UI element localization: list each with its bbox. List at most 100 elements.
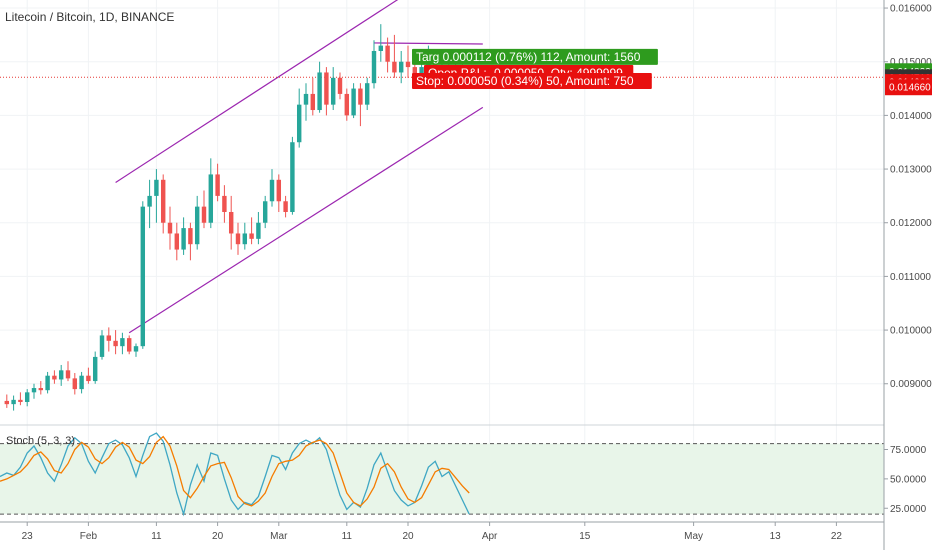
candle-26 bbox=[181, 217, 186, 255]
candle-body-35 bbox=[242, 233, 248, 245]
order-labels: Targ 0.000112 (0.76%) 112, Amount: 1560O… bbox=[412, 48, 658, 90]
y-tick-label-4: 0.013000 bbox=[890, 165, 932, 176]
candle-body-26 bbox=[181, 228, 186, 250]
stoch-tick-label-0: 25.0000 bbox=[890, 504, 927, 515]
candle-body-42 bbox=[290, 142, 295, 212]
stoch-tick-label-2: 75.0000 bbox=[890, 445, 927, 456]
candle-36 bbox=[249, 217, 254, 245]
x-tick-label-1: Feb bbox=[80, 531, 98, 542]
y-tick-label-2: 0.011000 bbox=[890, 272, 931, 283]
candle-body-57 bbox=[392, 61, 397, 73]
candle-body-51 bbox=[351, 88, 356, 116]
candle-body-54 bbox=[371, 50, 377, 84]
candle-54 bbox=[371, 40, 377, 89]
candle-body-60 bbox=[412, 67, 418, 78]
candle-body-40 bbox=[276, 179, 282, 202]
chart-title: Litecoin / Bitcoin, 1D, BINANCE bbox=[5, 10, 174, 24]
candle-body-18 bbox=[126, 338, 132, 352]
candle-50 bbox=[344, 88, 350, 121]
candle-body-2 bbox=[18, 399, 23, 402]
candle-49 bbox=[337, 72, 343, 100]
candle-19 bbox=[133, 343, 139, 357]
candle-body-31 bbox=[215, 174, 220, 196]
price-badge-text-3: 0.014660 bbox=[889, 83, 931, 94]
candle-23 bbox=[160, 174, 166, 234]
candle-body-22 bbox=[154, 179, 159, 196]
candle-0 bbox=[4, 394, 10, 408]
candle-4 bbox=[31, 383, 37, 399]
candle-5 bbox=[38, 381, 44, 395]
candle-31 bbox=[215, 163, 220, 202]
candle-body-33 bbox=[228, 212, 234, 234]
candle-41 bbox=[283, 195, 288, 218]
candle-body-58 bbox=[398, 61, 404, 73]
y-tick-label-6: 0.015000 bbox=[890, 57, 932, 68]
resistance-line bbox=[373, 42, 483, 45]
candle-59 bbox=[405, 45, 411, 78]
candle-2 bbox=[18, 392, 23, 406]
candle-body-5 bbox=[38, 388, 44, 391]
candle-51 bbox=[351, 83, 356, 119]
candle-47 bbox=[324, 67, 329, 116]
x-tick-label-3: 20 bbox=[212, 531, 224, 542]
order-label-text-0: Targ 0.000112 (0.76%) 112, Amount: 1560 bbox=[416, 50, 641, 64]
candle-body-37 bbox=[256, 222, 261, 239]
y-tick-label-5: 0.014000 bbox=[890, 111, 932, 122]
candle-body-15 bbox=[106, 335, 112, 341]
candle-17 bbox=[120, 332, 125, 355]
candle-11 bbox=[79, 371, 84, 394]
candle-10 bbox=[72, 373, 78, 395]
candle-33 bbox=[228, 195, 234, 250]
candle-58 bbox=[398, 50, 404, 84]
candle-53 bbox=[364, 77, 370, 111]
candle-12 bbox=[86, 367, 91, 384]
y-tick-label-7: 0.016000 bbox=[890, 4, 932, 15]
x-tick-label-2: 11 bbox=[151, 531, 162, 542]
candle-body-49 bbox=[337, 77, 343, 94]
candle-34 bbox=[235, 222, 241, 255]
stoch-tick-label-1: 50.0000 bbox=[890, 474, 927, 485]
candle-body-43 bbox=[296, 104, 302, 143]
stoch-series-0 bbox=[0, 432, 470, 517]
candle-body-14 bbox=[99, 335, 105, 357]
candle-body-1 bbox=[11, 399, 16, 405]
candle-28 bbox=[194, 195, 200, 250]
candle-body-55 bbox=[378, 45, 384, 51]
candle-29 bbox=[201, 190, 207, 229]
candle-body-20 bbox=[140, 206, 146, 347]
candle-body-61 bbox=[419, 67, 424, 78]
candle-body-38 bbox=[262, 201, 268, 223]
stoch-panel bbox=[0, 432, 884, 517]
price-badge-bg-3 bbox=[885, 79, 932, 96]
candle-7 bbox=[52, 370, 57, 384]
candle-15 bbox=[106, 327, 112, 352]
order-label-0: Targ 0.000112 (0.76%) 112, Amount: 1560 bbox=[412, 48, 658, 65]
candle-body-48 bbox=[330, 77, 336, 105]
candle-52 bbox=[358, 83, 363, 127]
candle-body-53 bbox=[364, 83, 370, 105]
candle-9 bbox=[65, 361, 71, 382]
candle-body-4 bbox=[31, 388, 37, 393]
candle-55 bbox=[378, 24, 384, 62]
candle-27 bbox=[188, 222, 193, 261]
candle-body-19 bbox=[133, 346, 139, 352]
candle-body-23 bbox=[160, 179, 166, 223]
x-tick-label-0: 23 bbox=[22, 531, 34, 542]
candle-body-9 bbox=[65, 370, 71, 379]
candle-18 bbox=[126, 335, 132, 355]
candle-body-16 bbox=[113, 340, 118, 347]
candle-35 bbox=[242, 222, 248, 250]
candle-body-46 bbox=[317, 72, 322, 111]
x-tick-label-9: May bbox=[684, 531, 703, 542]
candle-8 bbox=[58, 364, 64, 386]
candle-body-45 bbox=[310, 93, 316, 111]
candle-20 bbox=[140, 201, 146, 349]
order-label-bg-2 bbox=[412, 73, 652, 90]
candle-body-44 bbox=[303, 93, 309, 105]
candle-6 bbox=[45, 371, 50, 394]
order-label-text-2: Stop: 0.000050 (0.34%) 50, Amount: 750 bbox=[416, 74, 634, 88]
x-tick-label-8: 15 bbox=[579, 531, 591, 542]
x-tick-label-6: 20 bbox=[402, 531, 414, 542]
